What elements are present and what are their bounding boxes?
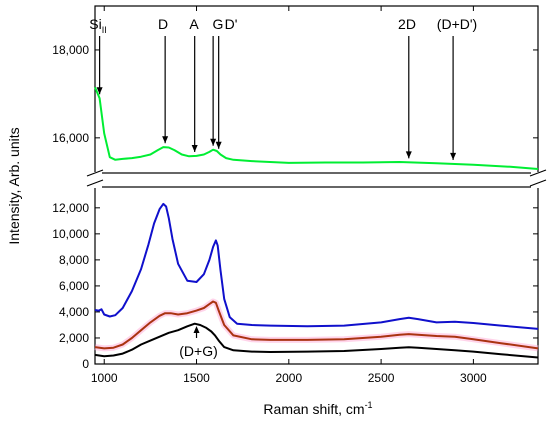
annotation-label-sub: II — [102, 25, 107, 35]
y-tick-label: 12,000 — [52, 201, 89, 215]
y-tick-label: 10,000 — [52, 227, 89, 241]
annotation-arrowhead — [215, 141, 222, 149]
x-tick-label: 1500 — [183, 371, 210, 385]
series-line-0 — [94, 86, 539, 170]
annotation-arrowhead — [405, 151, 412, 159]
annotation-label: SiII — [89, 16, 106, 35]
x-tick-label: 2500 — [368, 371, 395, 385]
series-line-3 — [94, 322, 539, 359]
y-tick-label: 16,000 — [52, 131, 89, 145]
annotation-label: (D+D') — [437, 16, 477, 32]
y-tick-label: 18,000 — [52, 43, 89, 57]
annotation-label: G — [213, 16, 224, 32]
annotation-label: 2D — [398, 16, 416, 32]
x-axis-title: Raman shift, cm-1 — [263, 400, 372, 417]
series-layer — [94, 86, 539, 359]
series-band-2 — [94, 298, 539, 352]
annotation-arrowhead — [96, 87, 103, 95]
annotation-arrowhead — [162, 136, 169, 144]
annotation-arrowhead — [210, 138, 217, 146]
annotation-layer: SiII D A G D' 2D (D+D') (D+G) — [89, 16, 477, 359]
y-tick-label: 0 — [82, 357, 89, 371]
annotation-label: D — [158, 16, 168, 32]
annotation-label: D' — [225, 16, 238, 32]
axis-ticks: 1000 1500 2000 2500 3000 16,000 18,000 0 2,000 4,… — [52, 6, 538, 385]
y-axis-title: Intensity, Arb. units — [6, 127, 22, 244]
plot-frame-lower — [94, 186, 539, 365]
axis-break-left — [86, 169, 104, 188]
x-tick-label: 3000 — [460, 371, 487, 385]
y-tick-label: 8,000 — [59, 253, 89, 267]
x-axis-title-sup: -1 — [365, 400, 373, 410]
y-tick-label: 6,000 — [59, 279, 89, 293]
x-tick-label: 2000 — [275, 371, 302, 385]
axis-break-right — [529, 169, 547, 188]
series-line-1 — [94, 202, 539, 330]
y-tick-label: 4,000 — [59, 305, 89, 319]
y-tick-label: 2,000 — [59, 331, 89, 345]
annotation-label: A — [189, 16, 199, 32]
annotation-label-dg: (D+G) — [179, 343, 218, 359]
annotation-arrowhead — [450, 152, 457, 160]
annotation-arrowhead-dg — [193, 326, 200, 333]
series-line-2 — [94, 300, 539, 350]
x-tick-label: 1000 — [91, 371, 118, 385]
annotation-arrowhead — [191, 144, 198, 152]
